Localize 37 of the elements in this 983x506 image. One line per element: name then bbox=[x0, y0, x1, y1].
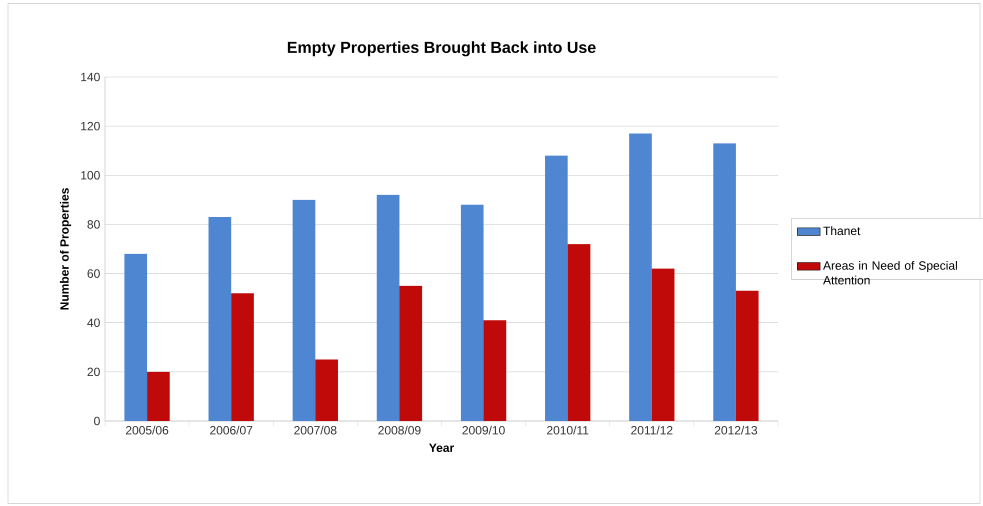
y-tick-label: 0 bbox=[94, 416, 100, 426]
y-tick-label: 120 bbox=[81, 122, 100, 130]
y-tick-label: 20 bbox=[88, 368, 100, 376]
x-tick-label: 2009/10 bbox=[462, 426, 505, 435]
bar bbox=[147, 372, 170, 421]
legend-label: Thanet bbox=[823, 226, 860, 236]
bar bbox=[736, 290, 759, 421]
bar bbox=[629, 134, 652, 421]
bar bbox=[545, 156, 568, 421]
bar bbox=[231, 293, 254, 421]
y-tick-label: 40 bbox=[87, 318, 100, 327]
chart-title: Empty Properties Brought Back into Use bbox=[288, 41, 596, 56]
bar bbox=[713, 143, 736, 421]
x-axis-title: Year bbox=[429, 444, 454, 452]
y-tick-label: 60 bbox=[88, 269, 100, 278]
y-tick-label: 80 bbox=[87, 220, 100, 229]
bar bbox=[484, 320, 506, 421]
x-tick-label: 2008/09 bbox=[378, 426, 421, 435]
y-axis-title: Number of Properties bbox=[60, 188, 72, 310]
bar bbox=[460, 204, 484, 421]
bar bbox=[124, 254, 148, 421]
bar bbox=[568, 244, 590, 421]
bar bbox=[315, 360, 338, 421]
x-tick-label: 2006/07 bbox=[210, 426, 252, 435]
bar bbox=[292, 200, 316, 421]
bar bbox=[208, 217, 232, 421]
x-tick-label: 2005/06 bbox=[126, 426, 168, 435]
bar bbox=[652, 268, 674, 421]
x-tick-label: 2007/08 bbox=[294, 426, 336, 435]
y-tick-label: 100 bbox=[81, 171, 100, 180]
legend-label: Areas in Need of Special Attention bbox=[823, 260, 957, 284]
x-tick-label: 2011/12 bbox=[631, 426, 672, 435]
bar bbox=[376, 194, 400, 421]
x-tick-label: 2010/11 bbox=[547, 426, 588, 435]
bar bbox=[399, 286, 422, 421]
x-tick-label: 2012/13 bbox=[714, 426, 758, 435]
y-tick-label: 140 bbox=[81, 72, 100, 82]
